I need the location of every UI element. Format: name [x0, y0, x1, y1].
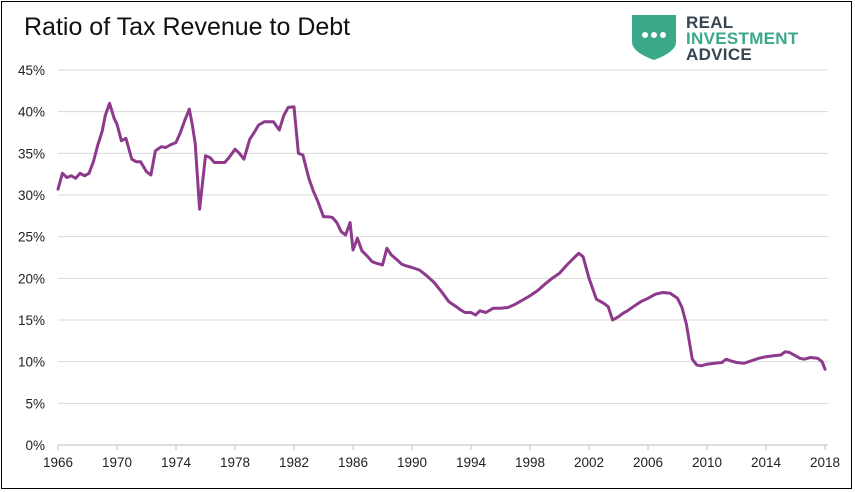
x-tick-label: 2018: [810, 455, 840, 470]
chart-title: Ratio of Tax Revenue to Debt: [24, 13, 351, 41]
x-tick-label: 1966: [43, 455, 73, 470]
x-tick-label: 1974: [161, 455, 192, 470]
y-tick-label: 25%: [18, 230, 45, 245]
y-tick-label: 40%: [18, 105, 45, 120]
shield-icon: [632, 15, 676, 60]
y-tick-label: 10%: [18, 355, 45, 370]
brand-line-real: REAL: [686, 13, 734, 32]
x-tick-label: 1994: [456, 455, 487, 470]
series-line: [56, 101, 827, 371]
x-tick-label: 1998: [515, 455, 545, 470]
brand-line-investment: INVESTMENT: [686, 29, 799, 48]
brand-logo: REAL INVESTMENT ADVICE: [628, 12, 838, 64]
x-tick-label: 2006: [633, 455, 663, 470]
x-tick-label: 1986: [338, 455, 368, 470]
y-tick-label: 35%: [18, 146, 45, 161]
x-tick-label: 1978: [220, 455, 250, 470]
x-tick-label: 2002: [574, 455, 604, 470]
x-tick-label: 2010: [692, 455, 722, 470]
brand-line-advice: ADVICE: [686, 45, 753, 64]
x-tick-label: 1982: [279, 455, 309, 470]
y-tick-label: 5%: [25, 396, 45, 411]
y-tick-label: 20%: [18, 271, 45, 286]
y-tick-label: 45%: [18, 63, 45, 78]
x-tick-label: 1970: [102, 455, 132, 470]
y-tick-label: 15%: [18, 313, 45, 328]
x-tick-label: 1990: [397, 455, 427, 470]
y-tick-label: 30%: [18, 188, 45, 203]
x-tick-label: 2014: [751, 455, 782, 470]
y-tick-label: 0%: [25, 438, 45, 453]
